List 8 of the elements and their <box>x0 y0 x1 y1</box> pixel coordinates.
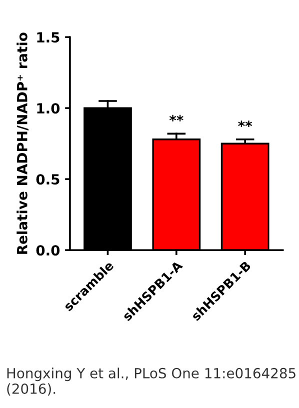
y-tick-label: 0.5 <box>36 174 60 185</box>
y-tick-label: 1.5 <box>37 32 60 43</box>
annotation: ** <box>169 114 184 122</box>
annotation: ** <box>238 120 252 128</box>
y-axis-title: Relative NADPH/NADP⁺ ratio <box>16 32 28 254</box>
text: Hongxing Y et al., PLoS One 11:e0164285 (2016). <box>7 368 296 396</box>
y-tick-label: 1.0 <box>37 103 60 114</box>
y-tick-label: 0.0 <box>36 245 60 256</box>
